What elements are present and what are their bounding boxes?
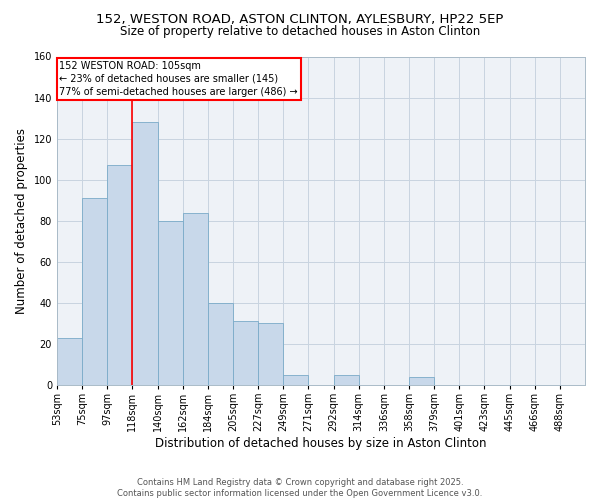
Bar — [334, 374, 359, 385]
Text: Size of property relative to detached houses in Aston Clinton: Size of property relative to detached ho… — [120, 25, 480, 38]
Text: Contains HM Land Registry data © Crown copyright and database right 2025.
Contai: Contains HM Land Registry data © Crown c… — [118, 478, 482, 498]
X-axis label: Distribution of detached houses by size in Aston Clinton: Distribution of detached houses by size … — [155, 437, 487, 450]
Bar — [57, 338, 82, 385]
Y-axis label: Number of detached properties: Number of detached properties — [15, 128, 28, 314]
Bar — [258, 324, 283, 385]
Bar — [182, 212, 208, 385]
Bar — [283, 374, 308, 385]
Text: 152 WESTON ROAD: 105sqm
← 23% of detached houses are smaller (145)
77% of semi-d: 152 WESTON ROAD: 105sqm ← 23% of detache… — [59, 60, 298, 97]
Bar — [409, 377, 434, 385]
Bar — [133, 122, 158, 385]
Bar — [208, 303, 233, 385]
Bar — [82, 198, 107, 385]
Bar — [158, 221, 182, 385]
Bar — [233, 322, 258, 385]
Bar — [107, 166, 133, 385]
Text: 152, WESTON ROAD, ASTON CLINTON, AYLESBURY, HP22 5EP: 152, WESTON ROAD, ASTON CLINTON, AYLESBU… — [97, 12, 503, 26]
